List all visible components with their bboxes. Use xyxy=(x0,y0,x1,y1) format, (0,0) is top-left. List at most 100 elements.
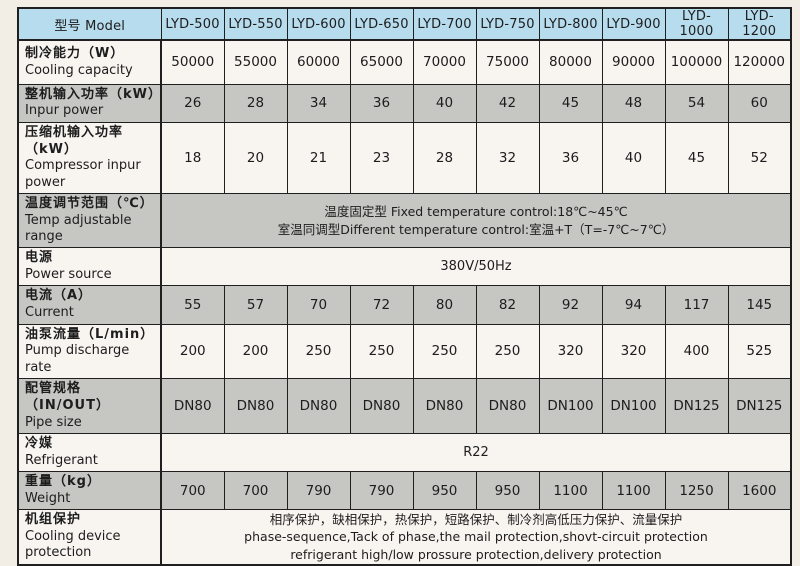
value-cell: 18 xyxy=(160,121,225,194)
span-value-cell: 380V/50Hz xyxy=(160,247,792,287)
value-cell: DN80 xyxy=(286,377,351,435)
row-label-zh: 机组保护 xyxy=(25,512,82,528)
table-row-protection: 机组保护 Cooling device protection 相序保护，缺相保护… xyxy=(17,509,792,566)
model-column-header: LYD-750 xyxy=(475,7,540,41)
value-cell: 54 xyxy=(664,83,729,123)
model-column-header: LYD-1000 xyxy=(664,7,729,41)
table-row-current: 电流（A） Current 55 57 70 72 80 82 92 94 11… xyxy=(17,285,792,325)
row-label-en: Weight xyxy=(25,491,71,507)
row-label-zh: 重量（kg） xyxy=(25,474,101,490)
value-cell: 700 xyxy=(160,471,225,511)
value-cell: 250 xyxy=(475,323,540,379)
value-cell: 20 xyxy=(223,121,288,194)
value-cell: 75000 xyxy=(475,39,540,85)
value-cell: 200 xyxy=(160,323,225,379)
row-label-en: Pipe size xyxy=(25,414,82,430)
value-cell: 1100 xyxy=(601,471,666,511)
row-label: 电流（A） Current xyxy=(17,285,162,325)
model-column-header: LYD-700 xyxy=(412,7,477,41)
value-cell: DN125 xyxy=(727,377,792,435)
span-line: 室温同调型Different temperature control:室温+T（… xyxy=(277,221,675,237)
row-label-zh: 电源 xyxy=(25,250,54,266)
row-label: 油泵流量（L/min） Pump discharge rate xyxy=(17,323,162,379)
model-column-header: LYD-550 xyxy=(223,7,288,41)
header-row: 型号 Model LYD-500 LYD-550 LYD-600 LYD-650… xyxy=(17,7,792,41)
value-cell: DN80 xyxy=(223,377,288,435)
row-label-en: Power source xyxy=(25,267,112,283)
value-cell: 525 xyxy=(727,323,792,379)
span-value-cell: 温度固定型 Fixed temperature control:18℃~45℃ … xyxy=(160,192,792,249)
value-cell: 36 xyxy=(538,121,603,194)
span-line: 温度固定型 Fixed temperature control:18℃~45℃ xyxy=(324,204,628,220)
value-cell: 50000 xyxy=(160,39,225,85)
row-label-en: Temp adjustable range xyxy=(25,212,132,245)
value-cell: DN125 xyxy=(664,377,729,435)
row-label-zh: 压缩机输入功率（kW） xyxy=(25,124,124,157)
value-cell: 120000 xyxy=(727,39,792,85)
value-cell: 250 xyxy=(349,323,414,379)
value-cell: 55000 xyxy=(223,39,288,85)
value-cell: 700 xyxy=(223,471,288,511)
table-row-input-power: 整机输入功率（kW） Inpur power 26 28 34 36 40 42… xyxy=(17,83,792,123)
value-cell: 1600 xyxy=(727,471,792,511)
value-cell: DN80 xyxy=(160,377,225,435)
value-cell: 55 xyxy=(160,285,225,325)
value-cell: 28 xyxy=(223,83,288,123)
value-cell: 400 xyxy=(664,323,729,379)
row-label: 制冷能力（W） Cooling capacity xyxy=(17,39,162,85)
model-column-header: LYD-900 xyxy=(601,7,666,41)
value-cell: 950 xyxy=(475,471,540,511)
value-cell: 145 xyxy=(727,285,792,325)
value-cell: DN80 xyxy=(475,377,540,435)
table-row-weight: 重量（kg） Weight 700 700 790 790 950 950 11… xyxy=(17,471,792,511)
span-line: phase-sequence,Tack of phase,the mail pr… xyxy=(244,529,708,545)
value-cell: 1250 xyxy=(664,471,729,511)
table-row-pipe-size: 配管规格（IN/OUT） Pipe size DN80 DN80 DN80 DN… xyxy=(17,377,792,435)
value-cell: 52 xyxy=(727,121,792,194)
value-cell: 65000 xyxy=(349,39,414,85)
value-cell: 28 xyxy=(412,121,477,194)
table-row-refrigerant: 冷媒 Refrigerant R22 xyxy=(17,433,792,473)
span-value-cell: 相序保护，缺相保护，热保护，短路保护、制冷剂高低压力保护、流量保护 phase-… xyxy=(160,509,792,566)
value-cell: 790 xyxy=(349,471,414,511)
value-cell: 45 xyxy=(664,121,729,194)
row-label-en: Compressor inpur power xyxy=(25,158,141,190)
model-column-header: LYD-1200 xyxy=(727,7,792,41)
value-cell: 250 xyxy=(286,323,351,379)
row-label: 机组保护 Cooling device protection xyxy=(17,509,162,566)
value-cell: 320 xyxy=(538,323,603,379)
value-cell: 1100 xyxy=(538,471,603,511)
value-cell: 82 xyxy=(475,285,540,325)
value-cell: 200 xyxy=(223,323,288,379)
value-cell: 45 xyxy=(538,83,603,123)
row-label-en: Pump discharge rate xyxy=(25,343,130,375)
table-row-power-source: 电源 Power source 380V/50Hz xyxy=(17,247,792,287)
row-label: 重量（kg） Weight xyxy=(17,471,162,511)
model-column-header: LYD-600 xyxy=(286,7,351,41)
row-label: 整机输入功率（kW） Inpur power xyxy=(17,83,162,123)
table-row-temp-range: 温度调节范围（℃） Temp adjustable range 温度固定型 Fi… xyxy=(17,192,792,249)
row-label-zh: 冷媒 xyxy=(25,436,54,452)
value-cell: 70 xyxy=(286,285,351,325)
row-label: 压缩机输入功率（kW） Compressor inpur power xyxy=(17,121,162,194)
value-cell: 72 xyxy=(349,285,414,325)
value-cell: 320 xyxy=(601,323,666,379)
row-label-en: Cooling device protection xyxy=(25,529,121,561)
value-cell: DN80 xyxy=(349,377,414,435)
value-cell: 26 xyxy=(160,83,225,123)
value-cell: DN80 xyxy=(412,377,477,435)
row-label-zh: 电流（A） xyxy=(25,288,93,304)
value-cell: DN100 xyxy=(601,377,666,435)
row-label: 电源 Power source xyxy=(17,247,162,287)
value-cell: 80 xyxy=(412,285,477,325)
value-cell: 70000 xyxy=(412,39,477,85)
value-cell: 32 xyxy=(475,121,540,194)
table-row-pump-discharge: 油泵流量（L/min） Pump discharge rate 200 200 … xyxy=(17,323,792,379)
row-label-zh: 制冷能力（W） xyxy=(25,45,125,61)
value-cell: 790 xyxy=(286,471,351,511)
value-cell: 100000 xyxy=(664,39,729,85)
value-cell: 950 xyxy=(412,471,477,511)
row-label-zh: 整机输入功率（kW） xyxy=(25,86,161,102)
value-cell: 117 xyxy=(664,285,729,325)
value-cell: 90000 xyxy=(601,39,666,85)
